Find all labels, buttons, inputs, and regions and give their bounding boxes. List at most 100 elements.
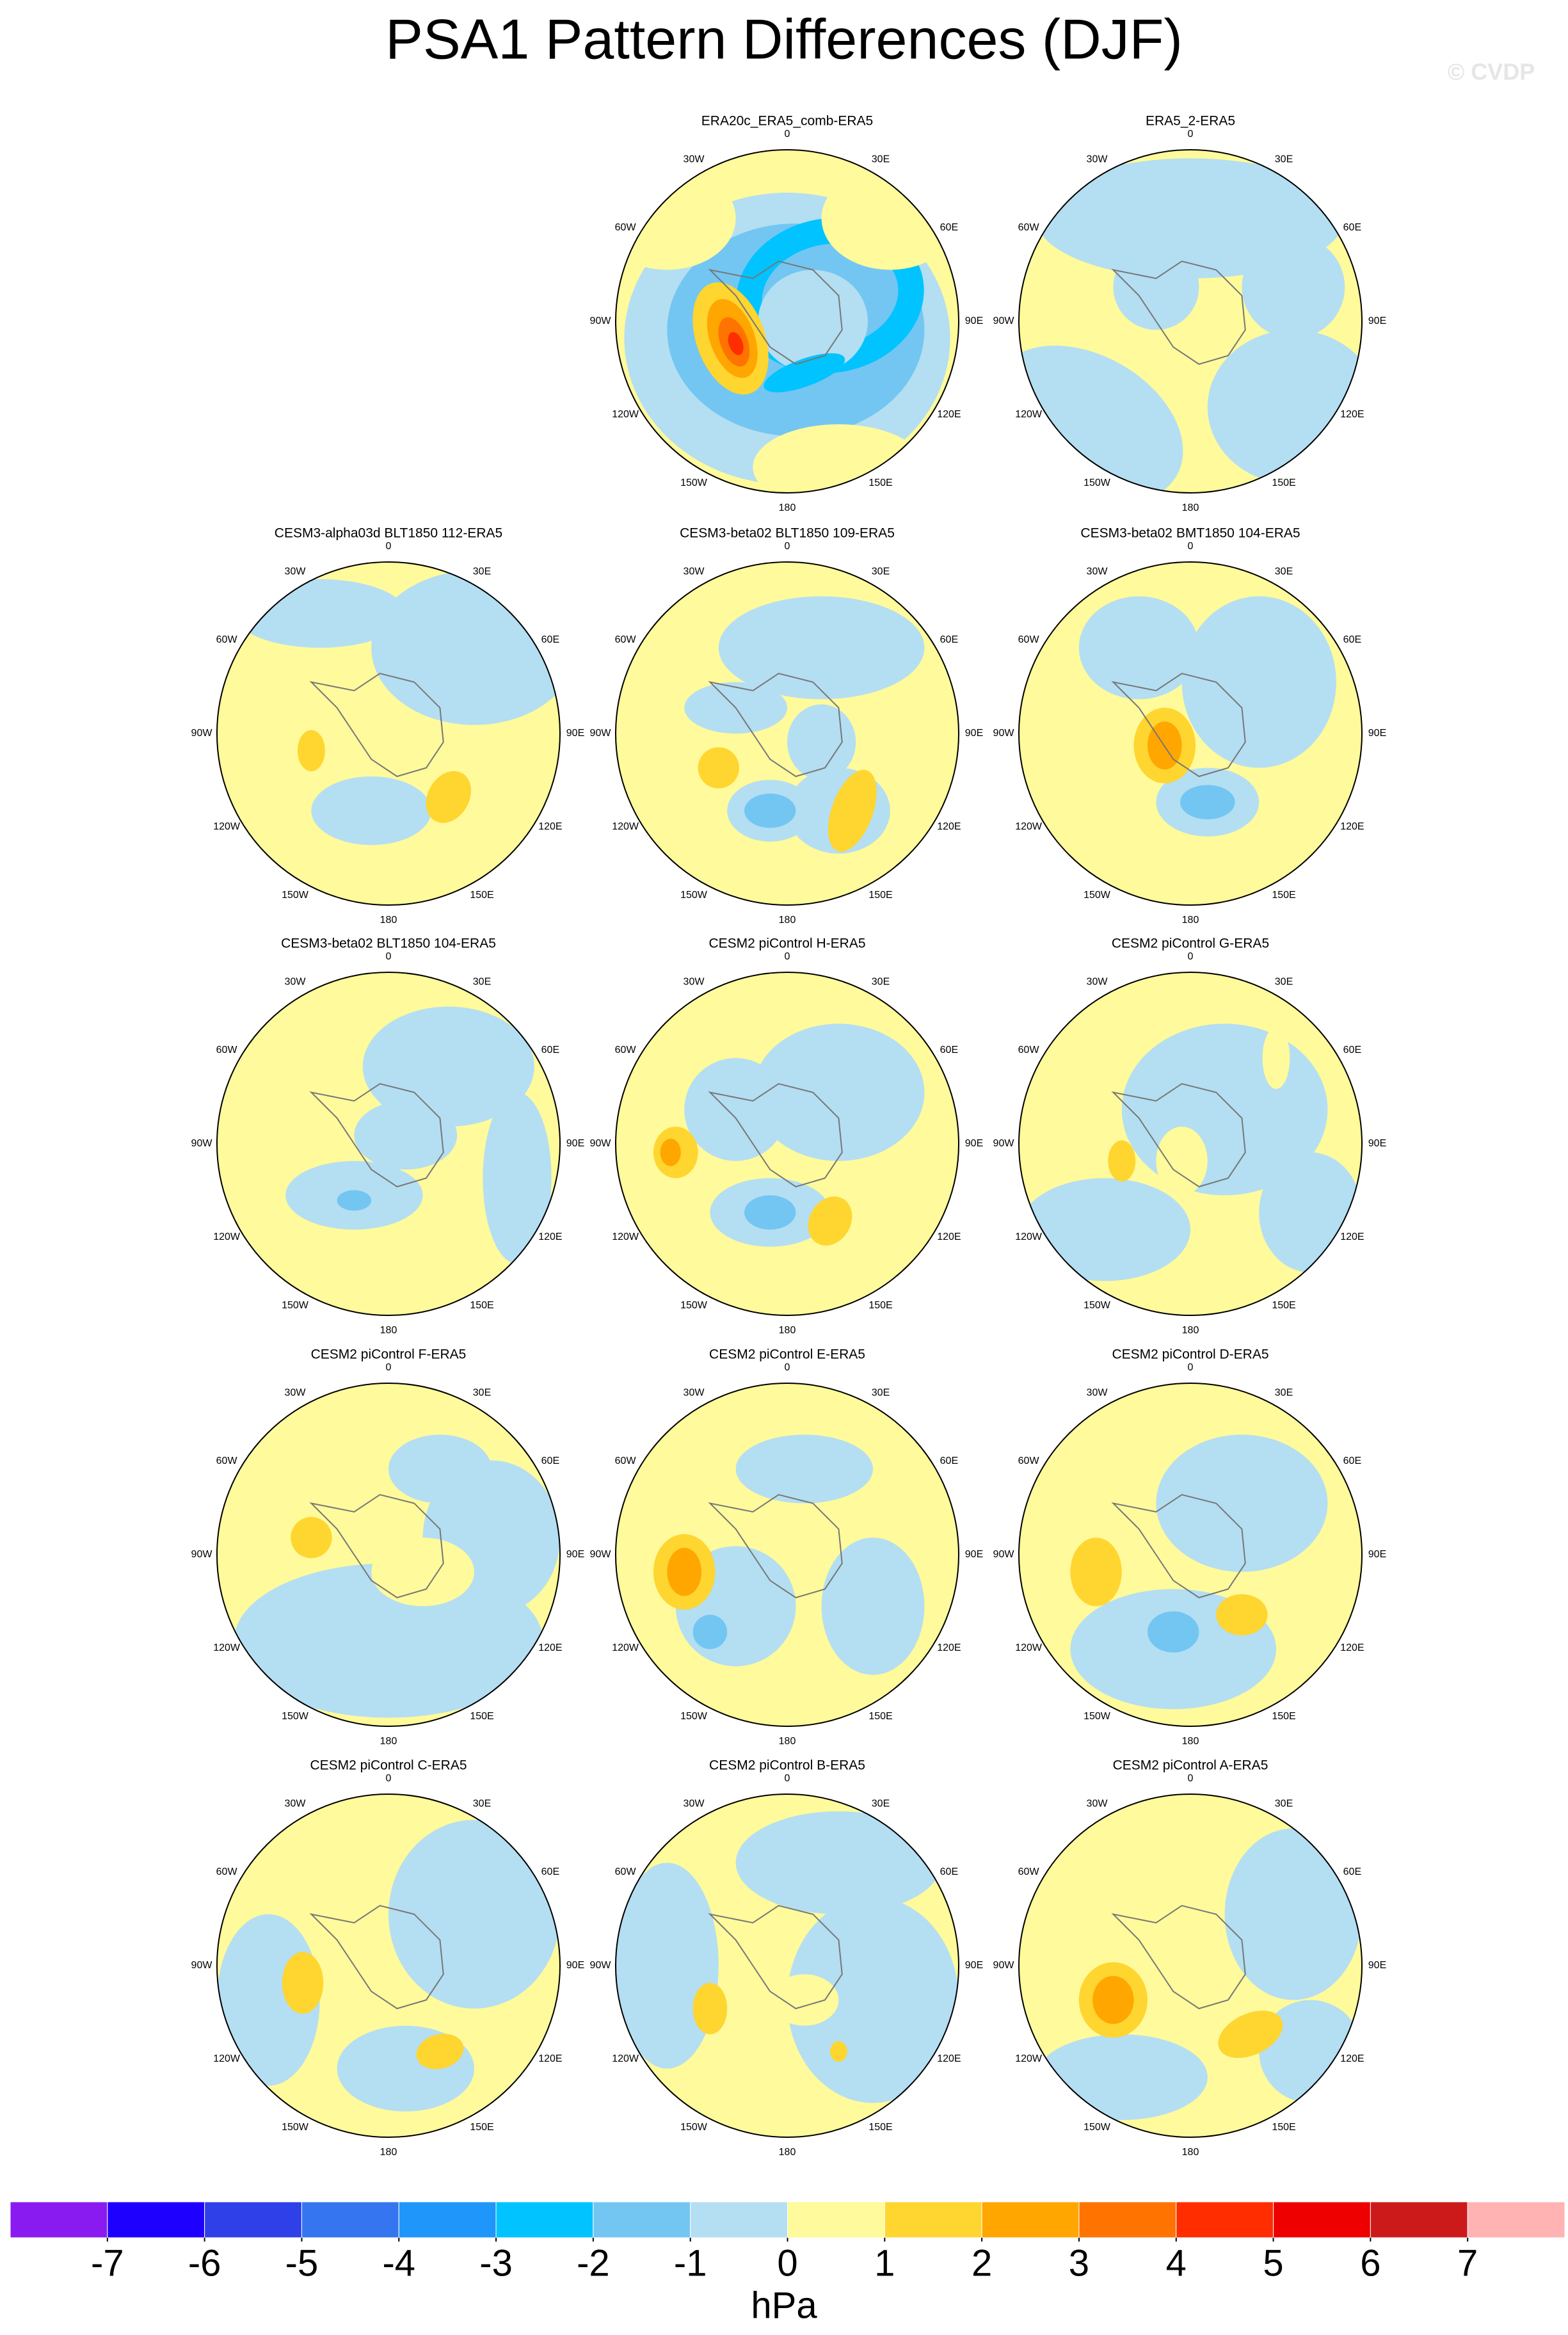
longitude-label: 30W — [1087, 1387, 1108, 1398]
longitude-label: 120W — [213, 1232, 241, 1242]
map-border — [1018, 149, 1363, 493]
contour-region — [371, 1537, 474, 1607]
longitude-label: 90W — [191, 1960, 213, 1971]
longitude-label: 60E — [940, 1045, 958, 1055]
longitude-label: 30E — [1275, 1387, 1293, 1398]
longitude-label: 150E — [1272, 1711, 1295, 1722]
contour-region — [684, 1058, 787, 1161]
longitude-label: 180 — [1182, 1325, 1199, 1336]
longitude-label: 30W — [1087, 976, 1108, 987]
longitude-label: 180 — [1182, 1736, 1199, 1747]
longitude-label: 60W — [615, 222, 637, 233]
colorbar-box — [10, 2201, 108, 2238]
map-border — [216, 972, 561, 1316]
map-field — [217, 972, 560, 1315]
map-field — [616, 1383, 959, 1726]
longitude-label: 120E — [1340, 821, 1364, 832]
map-border — [1018, 1793, 1363, 2138]
panel-title: CESM3-beta02 BLT1850 109-ERA5 — [680, 526, 895, 541]
longitude-label: 30E — [872, 566, 890, 577]
contour-region — [660, 1138, 681, 1166]
longitude-label: 150E — [470, 2122, 493, 2133]
map-border — [1018, 972, 1363, 1316]
longitude-label: 120E — [538, 821, 562, 832]
contour-region — [821, 166, 959, 270]
longitude-label: 120E — [937, 409, 961, 420]
longitude-label: 90E — [566, 1138, 584, 1149]
coastline — [1111, 1494, 1246, 1599]
colorbar-box — [301, 2201, 399, 2238]
longitude-label: 30E — [1275, 1798, 1293, 1809]
longitude-label: 150W — [282, 1300, 309, 1311]
colorbar-tick-label: -5 — [285, 2242, 319, 2284]
longitude-label: 90W — [993, 728, 1015, 739]
longitude-label: 0 — [785, 1773, 790, 1784]
colorbar-unit: hPa — [751, 2284, 817, 2326]
map-field — [1019, 972, 1362, 1315]
longitude-label: 120E — [1340, 2053, 1364, 2064]
longitude-label: 60W — [1018, 222, 1040, 233]
longitude-label: 60W — [615, 1456, 637, 1466]
figure-title: PSA1 Pattern Differences (DJF) — [385, 7, 1183, 70]
contour-region — [354, 1101, 458, 1170]
longitude-label: 120W — [213, 821, 241, 832]
contour-region — [1218, 2010, 1283, 2058]
longitude-label: 150W — [1084, 477, 1111, 488]
map-field — [217, 1794, 560, 2137]
longitude-label: 0 — [1188, 1773, 1194, 1784]
longitude-label: 90E — [1368, 1549, 1386, 1560]
map-field — [217, 1383, 560, 1726]
contour-region — [616, 1863, 719, 2069]
longitude-label: 90W — [191, 1549, 213, 1560]
contour-region — [1108, 1140, 1136, 1182]
contour-region — [1242, 236, 1345, 339]
longitude-label: 60W — [1018, 634, 1040, 645]
longitude-label: 150W — [1084, 2122, 1111, 2133]
colorbar-tick-label: 7 — [1457, 2242, 1478, 2284]
contour-region — [297, 730, 325, 771]
colorbar-box — [1176, 2201, 1274, 2238]
contour-region — [735, 1811, 942, 1914]
longitude-label: 60W — [615, 1045, 637, 1055]
longitude-label: 0 — [386, 1773, 392, 1784]
colorbar-box — [1467, 2201, 1565, 2238]
longitude-label: 0 — [1188, 1362, 1194, 1373]
longitude-label: 60E — [940, 222, 958, 233]
coastline — [309, 673, 444, 778]
longitude-label: 90W — [590, 316, 612, 326]
longitude-label: 90E — [965, 1138, 983, 1149]
longitude-label: 90E — [965, 1960, 983, 1971]
contour-region — [692, 1614, 728, 1649]
colorbar-box — [787, 2201, 885, 2238]
colorbar-tick-label: -6 — [188, 2242, 221, 2284]
longitude-label: 150W — [282, 890, 309, 901]
longitude-label: 60W — [216, 1866, 238, 1877]
longitude-label: 120E — [937, 821, 961, 832]
longitude-label: 150E — [868, 890, 892, 901]
contour-region — [1148, 1611, 1199, 1653]
longitude-label: 90E — [965, 1549, 983, 1560]
longitude-label: 150E — [1272, 2122, 1295, 2133]
colorbar-tick-label: 6 — [1360, 2242, 1380, 2284]
colorbar-box — [1078, 2201, 1177, 2238]
longitude-label: 180 — [380, 1325, 397, 1336]
longitude-label: 60E — [541, 1866, 559, 1877]
colorbar-tick-label: -7 — [91, 2242, 124, 2284]
panel-title: ERA20c_ERA5_comb-ERA5 — [701, 114, 873, 129]
colorbar-box — [204, 2201, 302, 2238]
colorbar-tick-label: -2 — [577, 2242, 610, 2284]
map-field — [616, 562, 959, 905]
contour-region — [1156, 1127, 1208, 1196]
contour-region — [728, 332, 744, 355]
map-field — [217, 562, 560, 905]
longitude-label: 120E — [937, 2053, 961, 2064]
contour-region — [483, 1092, 552, 1264]
longitude-label: 90W — [993, 1138, 1015, 1149]
panel-title: CESM2 piControl F-ERA5 — [311, 1347, 467, 1362]
panel-title: CESM3-beta02 BLT1850 104-ERA5 — [281, 936, 496, 951]
coastline — [1111, 261, 1246, 365]
